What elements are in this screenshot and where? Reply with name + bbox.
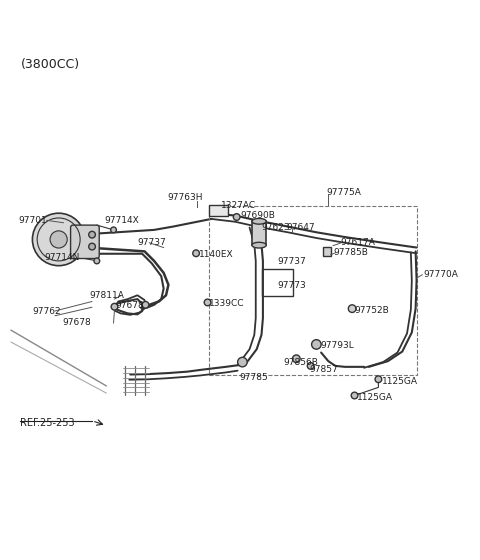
Text: 1339CC: 1339CC: [209, 300, 244, 309]
Ellipse shape: [252, 242, 266, 248]
Text: 1125GA: 1125GA: [357, 393, 393, 403]
Circle shape: [94, 258, 100, 264]
Text: 1125GA: 1125GA: [382, 377, 418, 386]
Circle shape: [111, 304, 118, 310]
Text: 97857: 97857: [309, 365, 338, 374]
Text: 97737: 97737: [137, 238, 166, 248]
Text: 97793L: 97793L: [320, 341, 354, 350]
Text: 97811A: 97811A: [90, 291, 124, 300]
Text: 97770A: 97770A: [424, 270, 458, 279]
Text: 97714X: 97714X: [104, 216, 139, 225]
Text: 97856B: 97856B: [283, 358, 318, 367]
Text: 97773: 97773: [277, 281, 306, 290]
Text: 97785: 97785: [239, 374, 268, 382]
Text: (3800CC): (3800CC): [21, 58, 80, 71]
Text: 97678: 97678: [62, 319, 91, 328]
Circle shape: [89, 243, 96, 250]
Circle shape: [307, 362, 314, 369]
Text: 97763H: 97763H: [168, 193, 203, 202]
Text: 97752B: 97752B: [355, 306, 389, 315]
Text: REF.25-253: REF.25-253: [21, 418, 75, 428]
Circle shape: [312, 340, 321, 349]
Bar: [209, 206, 417, 375]
Bar: [323, 247, 331, 256]
Text: 97737: 97737: [277, 258, 306, 267]
Circle shape: [375, 376, 382, 382]
Circle shape: [50, 231, 67, 248]
Text: 97623: 97623: [262, 223, 290, 232]
Text: 97647: 97647: [287, 223, 315, 232]
Bar: [209, 205, 228, 216]
Circle shape: [351, 392, 358, 399]
Text: 1327AC: 1327AC: [221, 200, 256, 209]
Circle shape: [348, 305, 356, 312]
Circle shape: [292, 355, 300, 362]
Circle shape: [193, 250, 199, 256]
Bar: [262, 269, 293, 296]
Circle shape: [111, 227, 116, 233]
Circle shape: [233, 214, 240, 220]
Circle shape: [33, 213, 85, 265]
Circle shape: [204, 299, 211, 306]
Ellipse shape: [252, 218, 266, 224]
Text: 1140EX: 1140EX: [199, 250, 234, 259]
Text: 97701: 97701: [18, 216, 47, 225]
Text: 97775A: 97775A: [326, 188, 361, 197]
Text: 97617A: 97617A: [340, 238, 375, 248]
FancyBboxPatch shape: [71, 225, 99, 259]
Bar: [252, 221, 266, 245]
Circle shape: [238, 357, 247, 367]
Text: 97762: 97762: [33, 306, 61, 315]
Text: 97678: 97678: [115, 301, 144, 310]
Circle shape: [89, 231, 96, 238]
Text: 97714N: 97714N: [44, 253, 80, 262]
Text: 97690B: 97690B: [240, 211, 275, 220]
Text: 97785B: 97785B: [333, 248, 368, 257]
Circle shape: [142, 301, 149, 308]
